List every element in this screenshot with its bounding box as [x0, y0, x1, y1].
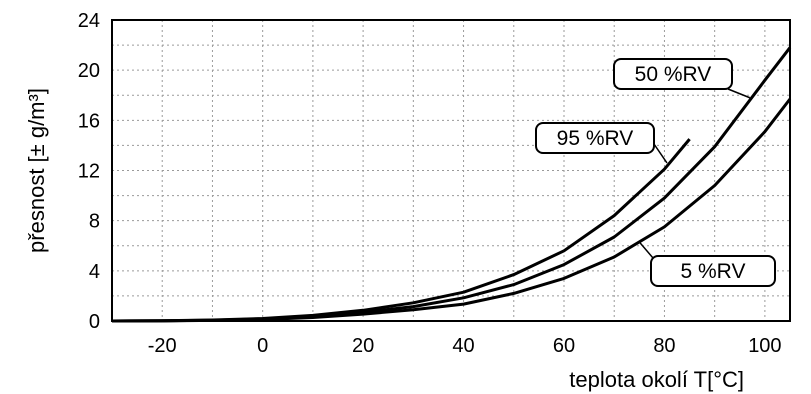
y-tick-label: 8	[89, 211, 100, 233]
callout-leader	[638, 241, 654, 259]
y-tick-label: 24	[78, 10, 100, 32]
x-tick-label: 60	[553, 335, 575, 357]
x-tick-label: 100	[748, 335, 781, 357]
y-tick-label: 20	[78, 60, 100, 82]
x-tick-label: -20	[148, 335, 177, 357]
callout-box	[613, 58, 733, 90]
callout-leader	[727, 88, 751, 99]
series-line-2	[111, 98, 792, 323]
y-tick-label: 16	[78, 110, 100, 132]
y-axis-title: přesnost [± g/m³]	[24, 88, 49, 253]
y-tick-label: 12	[78, 161, 100, 183]
x-tick-label: 80	[653, 335, 675, 357]
series-label: 5 %RV	[681, 260, 746, 283]
series-callouts: 50 %RV 95 %RV 5 %RV	[535, 58, 776, 287]
callout-box	[535, 122, 655, 154]
x-tick-label: 40	[452, 335, 474, 357]
series-label: 95 %RV	[557, 127, 634, 150]
callout-leader	[653, 143, 668, 164]
plot-frame	[111, 19, 791, 322]
x-tick-label: 20	[352, 335, 374, 357]
series-label: 50 %RV	[635, 63, 712, 86]
x-axis-title: teplota okolí T[°C]	[569, 367, 744, 392]
callout-box	[650, 255, 776, 287]
y-tick-label: 0	[89, 311, 100, 333]
y-tick-label: 4	[89, 261, 100, 283]
x-tick-label: 0	[257, 335, 268, 357]
axis-ticks: -20 0 20 40 60 80 100 0 4 8 12 16 20 24	[78, 10, 782, 357]
series-line-0	[111, 138, 691, 323]
